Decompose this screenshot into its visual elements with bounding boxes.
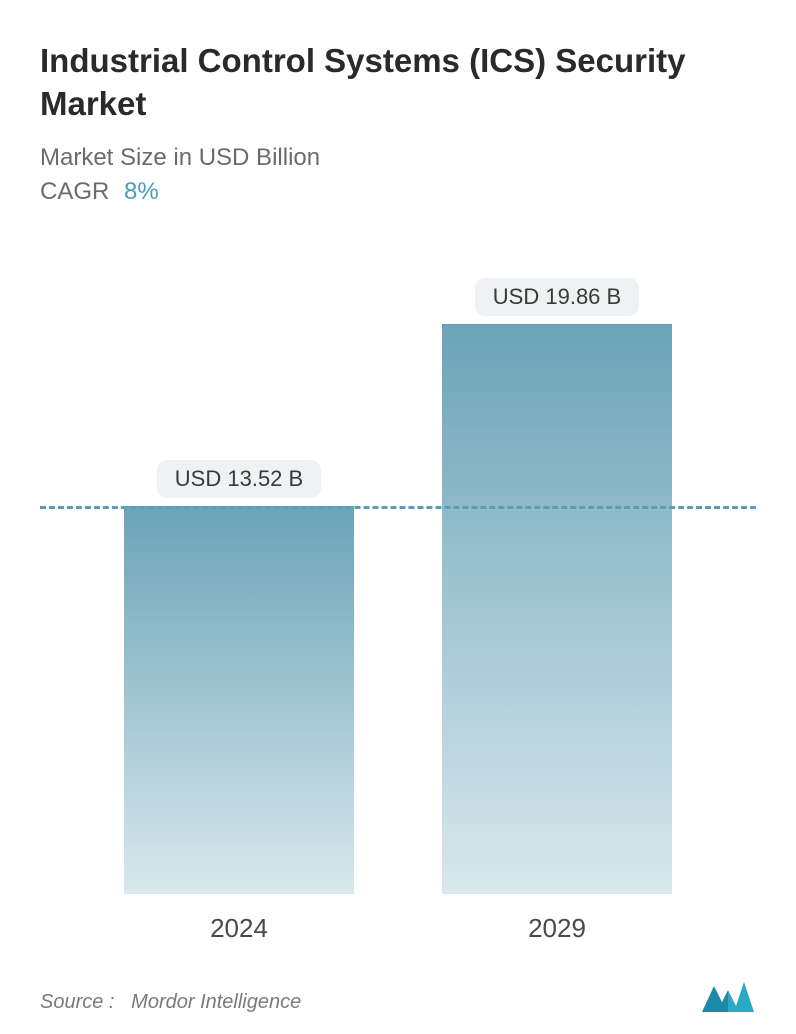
bar — [124, 506, 354, 894]
logo-icon — [700, 974, 756, 1014]
x-axis-labels: 2024 2029 — [40, 913, 756, 944]
source-name: Mordor Intelligence — [131, 991, 301, 1013]
source-text: Source : Mordor Intelligence — [40, 991, 301, 1014]
source-prefix: Source : — [40, 991, 114, 1013]
reference-line — [40, 506, 756, 509]
cagr-row: CAGR 8% — [40, 178, 756, 206]
cagr-label: CAGR — [40, 178, 109, 205]
brand-logo — [700, 974, 756, 1014]
bar-group: USD 19.86 B — [442, 278, 672, 894]
x-axis-label: 2029 — [442, 913, 672, 944]
subtitle: Market Size in USD Billion — [40, 144, 756, 172]
bars-container: USD 13.52 B USD 19.86 B — [40, 236, 756, 894]
bar-group: USD 13.52 B — [124, 460, 354, 894]
bar-value-label: USD 19.86 B — [475, 278, 639, 316]
bar-value-label: USD 13.52 B — [157, 460, 321, 498]
bar — [442, 324, 672, 894]
footer: Source : Mordor Intelligence — [40, 964, 756, 1014]
cagr-value: 8% — [124, 178, 159, 205]
page-title: Industrial Control Systems (ICS) Securit… — [40, 40, 756, 126]
chart-area: USD 13.52 B USD 19.86 B 2024 2029 — [40, 236, 756, 964]
x-axis-label: 2024 — [124, 913, 354, 944]
